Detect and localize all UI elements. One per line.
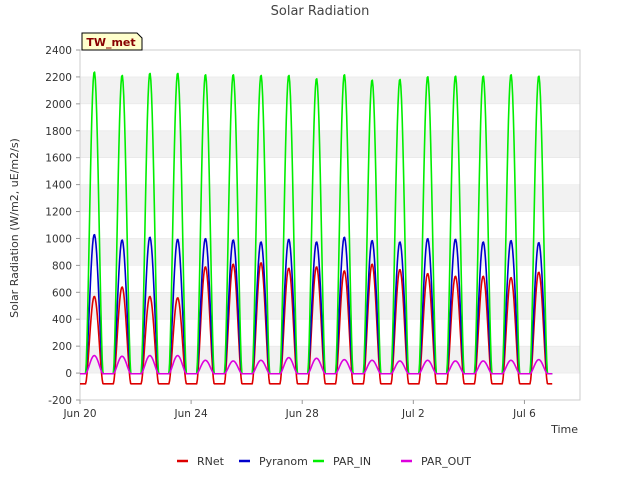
legend-label: PAR_IN xyxy=(333,455,371,468)
y-tick-label: 2400 xyxy=(45,45,72,57)
grid-band xyxy=(80,238,580,266)
y-tick-label: 0 xyxy=(65,368,72,380)
x-tick-label: Jul 2 xyxy=(401,408,425,420)
y-axis-ticks: -200 0 200 400 600 800 1000 1200 1400 1600 1800 200… xyxy=(45,45,80,407)
x-tick-label: Jun 24 xyxy=(174,408,208,420)
y-tick-label: 1000 xyxy=(45,233,72,245)
grid-band xyxy=(80,184,580,212)
legend-label: Pyranom xyxy=(259,455,308,468)
grid-band xyxy=(80,76,580,104)
legend: RNet Pyranom PAR_IN PAR_OUT xyxy=(177,455,471,468)
y-tick-label: 600 xyxy=(52,287,72,299)
y-tick-label: 2200 xyxy=(45,72,72,84)
y-tick-label: 400 xyxy=(52,314,72,326)
y-tick-label: 2000 xyxy=(45,99,72,111)
x-axis-ticks: Jun 20 Jun 24 Jun 28 Jul 2 Jul 6 xyxy=(62,400,536,420)
legend-label: RNet xyxy=(197,455,225,468)
y-tick-label: 200 xyxy=(52,341,72,353)
y-tick-label: -200 xyxy=(48,395,72,407)
x-tick-label: Jul 6 xyxy=(512,408,536,420)
y-tick-label: 1600 xyxy=(45,153,72,165)
y-tick-label: 1200 xyxy=(45,207,72,219)
legend-label: PAR_OUT xyxy=(421,455,471,468)
station-label: TW_met xyxy=(86,36,135,49)
series-line-rnet xyxy=(79,262,553,385)
series-line-par-out xyxy=(79,354,553,375)
grid-band xyxy=(80,292,580,320)
grid-band xyxy=(80,130,580,158)
y-tick-label: 1400 xyxy=(45,180,72,192)
grid-bands xyxy=(80,49,580,401)
series-lines xyxy=(79,71,553,385)
x-tick-label: Jun 28 xyxy=(285,408,319,420)
grid-band xyxy=(80,346,580,374)
station-label-box: TW_met xyxy=(81,32,143,51)
y-tick-label: 800 xyxy=(52,260,72,272)
chart-title: Solar Radiation xyxy=(271,4,370,19)
y-tick-label: 1800 xyxy=(45,126,72,138)
plot-frame xyxy=(79,49,581,401)
x-axis-label: Time xyxy=(550,423,578,436)
x-tick-label: Jun 20 xyxy=(62,408,96,420)
y-axis-label: Solar Radiation (W/m2, uE/m2/s) xyxy=(8,138,21,318)
series-line-par-in xyxy=(79,71,553,375)
